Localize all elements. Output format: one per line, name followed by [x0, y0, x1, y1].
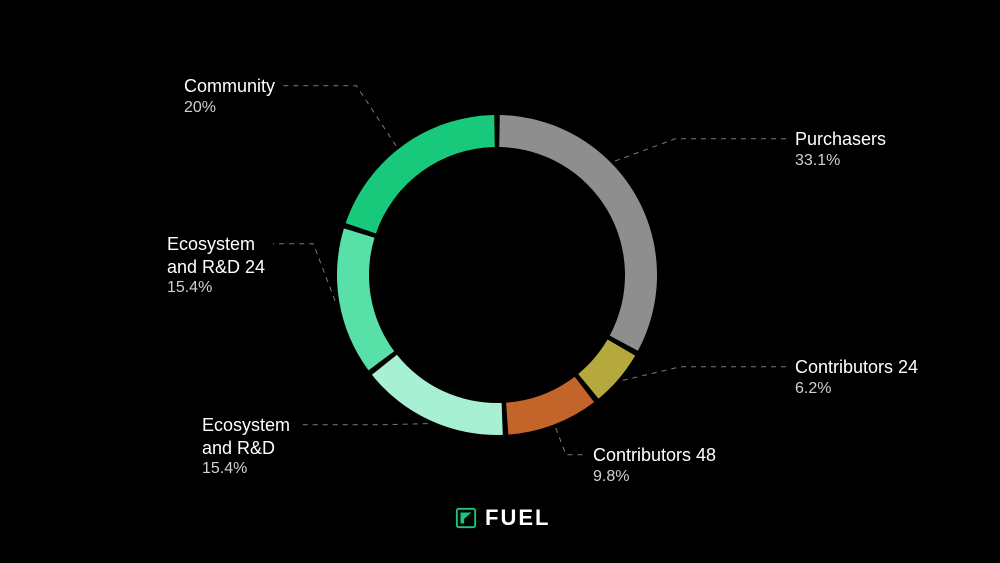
label-contributors-48: Contributors 489.8%: [593, 444, 716, 487]
label-pct: 6.2%: [795, 379, 918, 399]
slice-community: [346, 115, 495, 233]
label-pct: 15.4%: [167, 278, 265, 298]
label-purchasers: Purchasers33.1%: [795, 128, 886, 171]
label-title: Contributors 24: [795, 356, 918, 379]
leader-purchasers: [615, 139, 787, 161]
leader-community: [283, 86, 396, 146]
leader-contributors-48: [556, 428, 585, 455]
slice-ecosystem-rd-24: [337, 228, 394, 370]
label-title: Ecosystemand R&D: [202, 414, 290, 459]
label-contributors-24: Contributors 246.2%: [795, 356, 918, 399]
label-pct: 33.1%: [795, 151, 886, 171]
donut-chart: [0, 0, 1000, 563]
label-pct: 20%: [184, 98, 275, 118]
chart-stage: FUEL Purchasers33.1%Contributors 246.2%C…: [0, 0, 1000, 563]
label-title: Purchasers: [795, 128, 886, 151]
leader-contributors-24: [623, 367, 787, 381]
fuel-logo: FUEL: [455, 505, 550, 531]
slice-purchasers: [499, 115, 657, 351]
fuel-logo-icon: [455, 507, 477, 529]
slice-contributors-24: [578, 340, 635, 399]
label-title: Ecosystemand R&D 24: [167, 233, 265, 278]
label-title: Community: [184, 75, 275, 98]
leader-ecosystem-rd-24: [273, 244, 335, 301]
label-community: Community20%: [184, 75, 275, 118]
leader-ecosystem-rd: [298, 424, 428, 425]
label-pct: 9.8%: [593, 467, 716, 487]
label-ecosystem-rd: Ecosystemand R&D15.4%: [202, 414, 290, 479]
label-ecosystem-rd-24: Ecosystemand R&D 2415.4%: [167, 233, 265, 298]
slice-contributors-48: [506, 377, 594, 435]
label-title: Contributors 48: [593, 444, 716, 467]
slice-ecosystem-rd: [372, 355, 503, 435]
fuel-logo-text: FUEL: [485, 505, 550, 531]
label-pct: 15.4%: [202, 459, 290, 479]
